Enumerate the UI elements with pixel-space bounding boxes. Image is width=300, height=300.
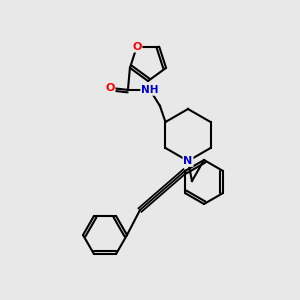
- Text: NH: NH: [141, 85, 159, 95]
- Text: N: N: [183, 156, 193, 166]
- Text: O: O: [132, 42, 142, 52]
- Text: O: O: [105, 83, 115, 93]
